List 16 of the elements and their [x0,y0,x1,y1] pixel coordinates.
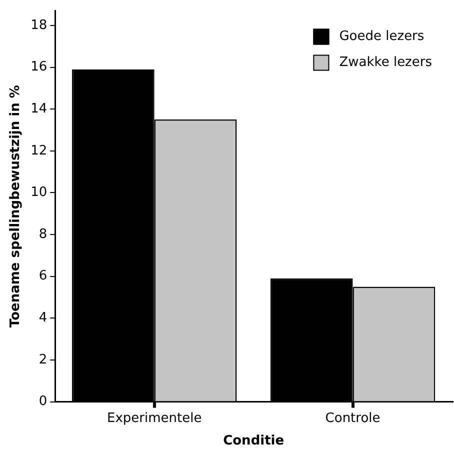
y-tick-label: 6 [38,268,48,284]
y-tick-label: 18 [30,18,48,33]
legend-label: Goede lezers [339,29,424,44]
x-tick-label: Controle [325,410,380,426]
y-axis-title: Toename spellingbewustzijn in % [8,85,24,328]
x-axis-title: Conditie [223,434,284,449]
y-tick-label: 10 [30,185,48,200]
y-tick-label: 14 [30,101,48,116]
y-tick-label: 0 [38,394,48,410]
y-tick-label: 4 [38,310,48,326]
y-tick-label: 16 [30,60,48,75]
y-tick-label: 12 [30,143,48,158]
legend-label: Zwakke lezers [339,55,432,70]
y-tick-label: 8 [38,226,48,242]
y-tick-label: 2 [38,352,48,368]
x-tick-label: Experimentele [106,410,202,426]
